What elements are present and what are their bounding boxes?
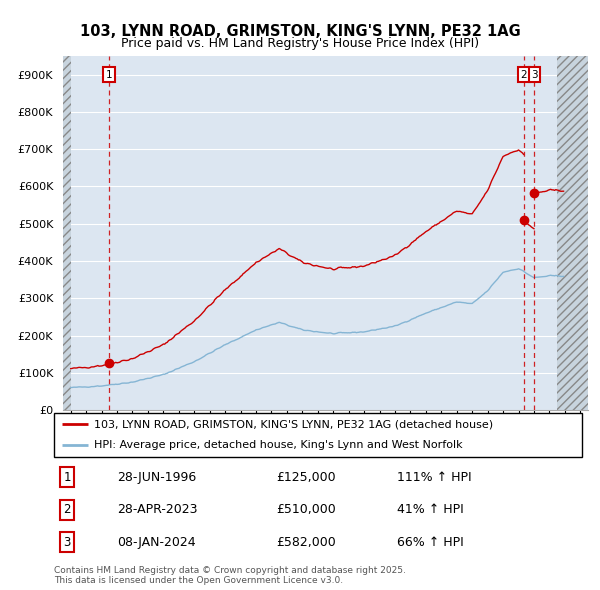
Text: 3: 3 xyxy=(531,70,538,80)
Text: 111% ↑ HPI: 111% ↑ HPI xyxy=(397,471,472,484)
Text: Price paid vs. HM Land Registry's House Price Index (HPI): Price paid vs. HM Land Registry's House … xyxy=(121,37,479,50)
Text: 1: 1 xyxy=(64,471,71,484)
Text: 2: 2 xyxy=(520,70,527,80)
Text: 28-APR-2023: 28-APR-2023 xyxy=(118,503,198,516)
Text: 2: 2 xyxy=(64,503,71,516)
Text: £582,000: £582,000 xyxy=(276,536,335,549)
Text: £125,000: £125,000 xyxy=(276,471,335,484)
Text: 103, LYNN ROAD, GRIMSTON, KING'S LYNN, PE32 1AG (detached house): 103, LYNN ROAD, GRIMSTON, KING'S LYNN, P… xyxy=(94,419,493,429)
Text: 66% ↑ HPI: 66% ↑ HPI xyxy=(397,536,464,549)
Text: Contains HM Land Registry data © Crown copyright and database right 2025.
This d: Contains HM Land Registry data © Crown c… xyxy=(54,566,406,585)
Text: 08-JAN-2024: 08-JAN-2024 xyxy=(118,536,196,549)
Text: 28-JUN-1996: 28-JUN-1996 xyxy=(118,471,197,484)
Text: 1: 1 xyxy=(106,70,112,80)
Bar xyxy=(63,56,71,410)
Bar xyxy=(557,56,588,410)
Text: 41% ↑ HPI: 41% ↑ HPI xyxy=(397,503,464,516)
Text: 103, LYNN ROAD, GRIMSTON, KING'S LYNN, PE32 1AG: 103, LYNN ROAD, GRIMSTON, KING'S LYNN, P… xyxy=(80,24,520,38)
Text: HPI: Average price, detached house, King's Lynn and West Norfolk: HPI: Average price, detached house, King… xyxy=(94,440,462,450)
Text: 3: 3 xyxy=(64,536,71,549)
Text: £510,000: £510,000 xyxy=(276,503,335,516)
